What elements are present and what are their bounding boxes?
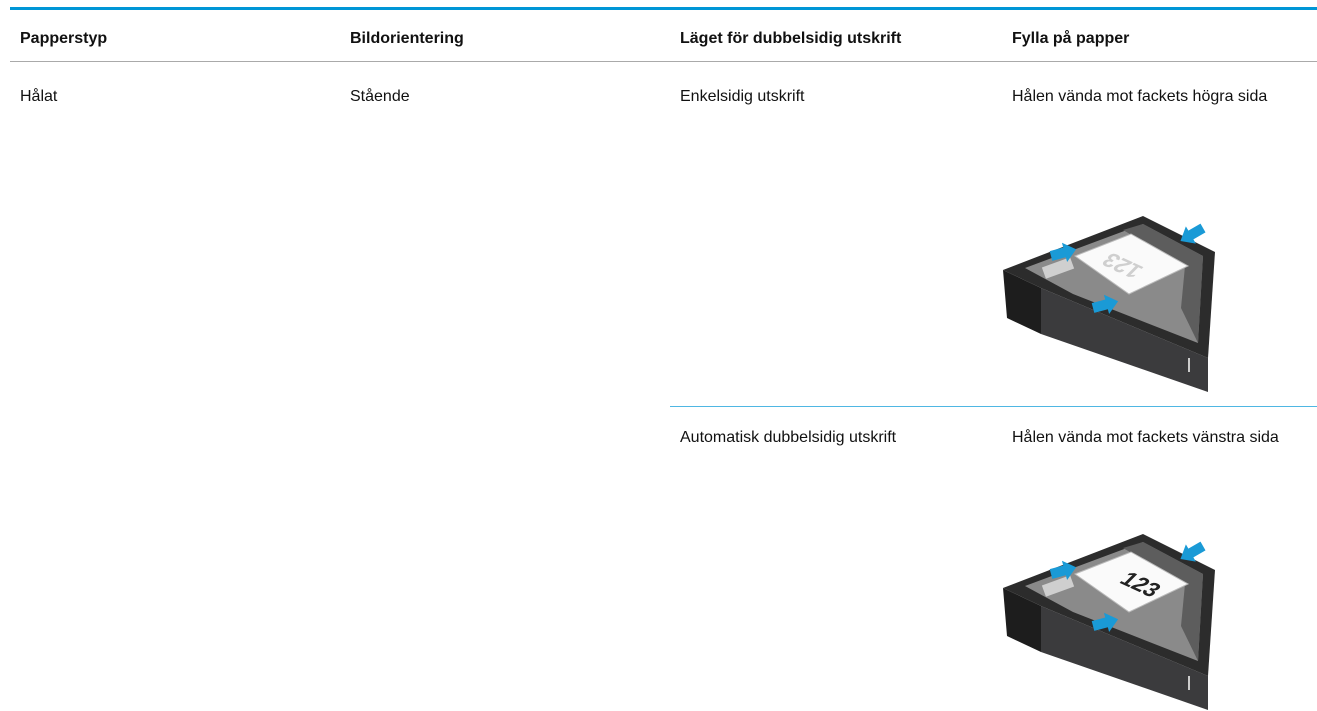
arrow <box>1049 242 1077 263</box>
top-rule <box>10 7 1317 10</box>
arrow <box>1091 294 1119 315</box>
header-cell: Papperstyp <box>20 30 108 47</box>
tray-illustration: 123 <box>1003 534 1215 710</box>
cell: Hålen vända mot fackets vänstra sida <box>1012 429 1279 446</box>
arrow <box>1091 612 1119 633</box>
row-rule <box>670 406 1317 407</box>
paper-guide <box>1041 257 1075 279</box>
arrow <box>1180 223 1206 244</box>
tray-side <box>1123 224 1203 343</box>
cell: Stående <box>350 88 410 105</box>
cell: Hålat <box>20 88 58 105</box>
arrow <box>1049 560 1077 581</box>
cell: Hålen vända mot fackets högra sida <box>1012 88 1268 105</box>
tray-illustration: 123 <box>1003 216 1215 392</box>
paper-guide <box>1041 575 1075 597</box>
header-cell: Bildorientering <box>350 30 464 47</box>
arrow <box>1180 541 1206 562</box>
cell: Automatisk dubbelsidig utskrift <box>680 429 897 446</box>
tray-end <box>1003 588 1041 652</box>
tray-front <box>1041 606 1208 710</box>
header-rule <box>10 61 1317 62</box>
paper <box>1073 233 1190 295</box>
tray-end <box>1003 270 1041 334</box>
cell: Enkelsidig utskrift <box>680 88 805 105</box>
tray-side <box>1123 542 1203 661</box>
paper <box>1073 551 1190 613</box>
tray-front <box>1041 288 1208 392</box>
header-cell: Fylla på papper <box>1012 30 1130 47</box>
header-cell: Läget för dubbelsidig utskrift <box>680 30 902 47</box>
